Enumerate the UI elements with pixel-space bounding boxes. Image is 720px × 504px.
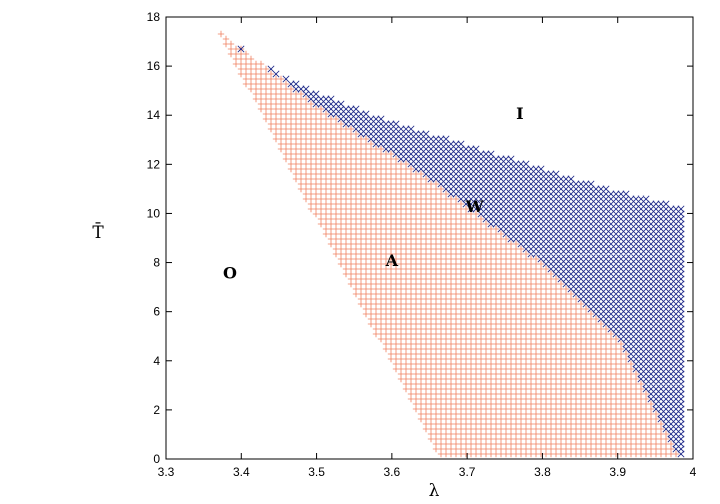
y-tick-label: 8 (153, 256, 160, 270)
x-axis-label: λ (429, 481, 440, 501)
x-tick-label: 3.5 (308, 465, 325, 479)
y-tick-label: 14 (147, 108, 161, 122)
series-1-marker-grid (217, 30, 680, 458)
y-axis-label: T̄ (92, 221, 104, 243)
series-2-marker-grid (237, 45, 685, 458)
region-label-o: O (223, 263, 237, 282)
y-tick-label: 2 (153, 403, 160, 417)
y-tick-label: 6 (153, 305, 160, 319)
x-tick-label: 3.9 (609, 465, 626, 479)
y-tick-label: 0 (153, 452, 160, 466)
y-tick-label: 18 (147, 10, 161, 24)
x-tick-label: 3.4 (233, 465, 250, 479)
x-tick-label: 3.8 (534, 465, 551, 479)
y-tick-label: 4 (153, 354, 160, 368)
x-tick-label: 3.7 (459, 465, 476, 479)
series-1-markers (217, 30, 680, 458)
x-tick-label: 3.6 (384, 465, 401, 479)
region-label-w: W (465, 197, 485, 216)
plot-frame (165, 16, 694, 460)
region-label-i: I (516, 104, 523, 123)
y-tick-label: 16 (147, 59, 161, 73)
x-tick-label: 3.3 (158, 465, 175, 479)
series-2-markers (237, 45, 685, 458)
x-tick-label: 4 (690, 465, 697, 479)
y-tick-label: 10 (147, 206, 161, 220)
region-label-a: A (385, 251, 399, 270)
y-tick-label: 12 (147, 157, 161, 171)
